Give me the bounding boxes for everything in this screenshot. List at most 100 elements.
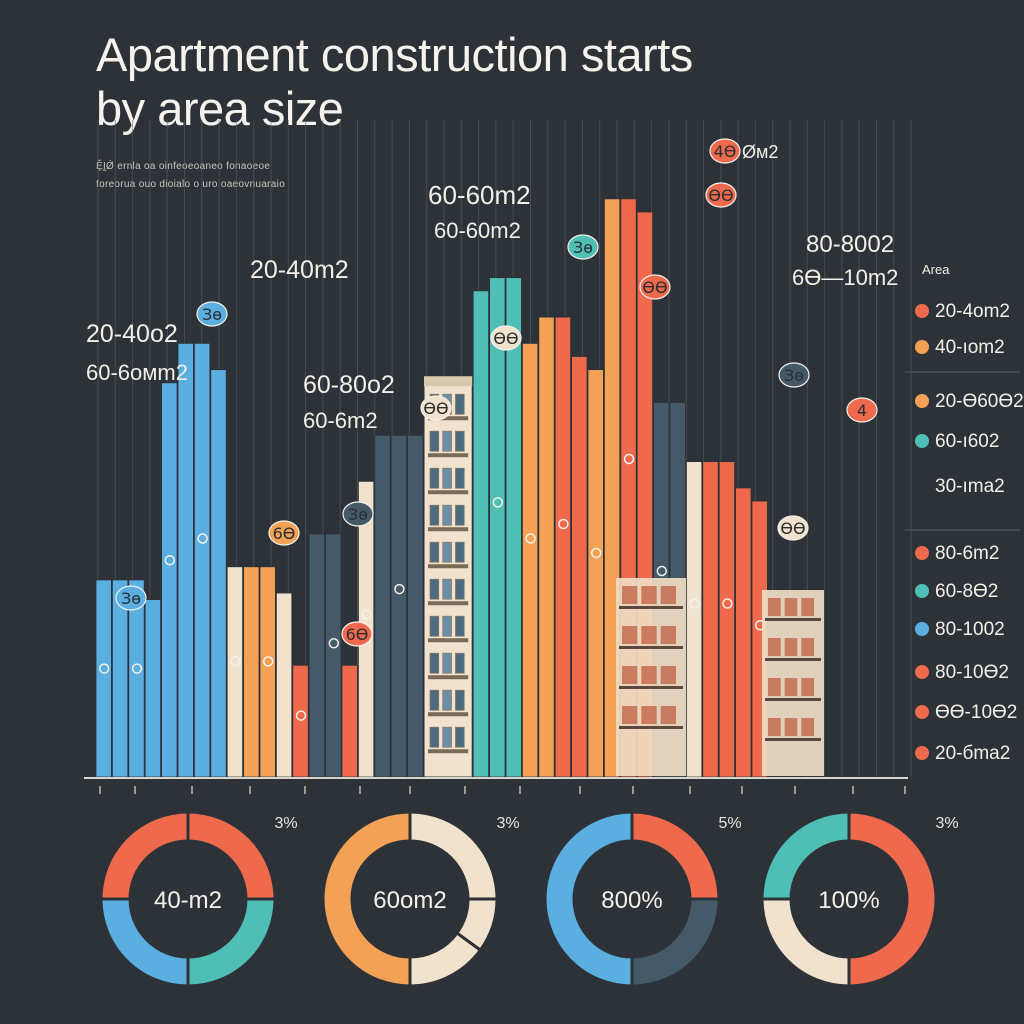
- value-badge-text: ӨӨ: [708, 186, 733, 205]
- annotation-60-60m2-bottom: 60-60m2: [434, 218, 521, 243]
- value-badge: Зө: [567, 234, 599, 260]
- bar: [308, 533, 326, 778]
- donut-percent-label: 3%: [274, 815, 297, 832]
- annotation-20-40m2: 20-40m2: [250, 256, 349, 284]
- legend-swatch: [915, 584, 929, 598]
- bar-marker: [525, 533, 536, 544]
- legend-item: 60-8Ө2: [915, 581, 998, 602]
- donut-charts: 40-m2 3% 60оm2 3% 800% 5% 100% 3%: [99, 810, 959, 988]
- legend-swatch: [915, 340, 929, 354]
- bar: [472, 290, 490, 778]
- value-badge: Зө: [196, 301, 228, 327]
- bar-building: [423, 375, 473, 778]
- legend-item: 20-Ө60Ө2: [915, 391, 1024, 412]
- bar: [407, 434, 424, 778]
- annotation-60-80: 60-80о2: [303, 371, 395, 399]
- value-badge: 6Ө: [341, 621, 373, 647]
- legend-item: 80-1002: [915, 619, 1005, 640]
- value-badge-text: Зө: [202, 305, 222, 324]
- legend-label: 40-ıоm2: [935, 337, 1005, 358]
- bar-marker: [623, 453, 635, 465]
- bar-marker: [590, 547, 602, 559]
- donut-slice: [321, 810, 412, 988]
- donut-slice: [760, 810, 851, 901]
- legend-swatch: [915, 546, 929, 560]
- value-badge-text: 4: [857, 401, 867, 420]
- bar: [259, 566, 276, 778]
- donut-percent-label: 5%: [718, 815, 741, 832]
- chart-title-line-1: Apartment construction starts: [96, 28, 693, 81]
- annotation-60-60m2-top: 60-60m2: [428, 180, 531, 210]
- value-badge-text: ӨӨ: [780, 519, 805, 538]
- value-badge-text: ӨӨ: [493, 329, 518, 348]
- legend-item: 80-6m2: [915, 543, 999, 564]
- value-badge: ӨӨ: [777, 515, 809, 541]
- legend-label: 80-10Ө2: [935, 662, 1009, 683]
- legend-swatch: [915, 434, 929, 448]
- bar: [735, 487, 752, 778]
- bar-marker: [131, 663, 143, 674]
- annotation-20-40-left: 20-40о2: [86, 320, 178, 348]
- donut-chart: 40-m2 3%: [99, 810, 298, 988]
- bar: [489, 277, 506, 778]
- value-badge-text: Зө: [121, 589, 141, 608]
- legend-label: ӨӨ-10Ө2: [935, 702, 1017, 723]
- bar: [390, 434, 408, 778]
- bar: [686, 461, 703, 778]
- value-badge-text: ӨӨ: [423, 399, 448, 418]
- bar: [374, 434, 391, 778]
- value-badge: ӨӨ: [705, 182, 737, 208]
- annotation-top-m2: Øм2: [742, 142, 778, 162]
- legend-item: 40-ıоm2: [915, 337, 1005, 358]
- bar: [571, 356, 588, 778]
- legend-swatch: [915, 394, 929, 408]
- legend-swatch: [915, 665, 929, 679]
- bar: [226, 566, 243, 778]
- bar-marker: [492, 497, 504, 508]
- bar-marker: [722, 598, 733, 609]
- value-badge-text: Зө: [573, 238, 593, 257]
- value-badge: ӨӨ: [420, 395, 452, 421]
- donut-slice: [543, 810, 634, 988]
- donut-chart: 60оm2 3%: [321, 810, 520, 988]
- bar-marker: [558, 518, 569, 530]
- legend-item: 60-ı602: [915, 431, 999, 452]
- value-badge: ӨӨ: [490, 325, 522, 351]
- donut-percent-label: 3%: [496, 815, 519, 832]
- bar-marker: [689, 598, 700, 609]
- legend-item: 30-ıma2: [935, 476, 1005, 497]
- donut-slice: [408, 810, 499, 901]
- value-badge-text: Зө: [348, 505, 368, 524]
- bar: [325, 533, 342, 778]
- legend-item: ӨӨ-10Ө2: [915, 702, 1017, 723]
- bar: [243, 566, 260, 778]
- value-badge: ӨӨ: [639, 274, 671, 300]
- bar: [210, 369, 227, 778]
- donut-slice: [847, 810, 938, 988]
- legend: 20-4оm2 40-ıоm2 20-Ө60Ө2 60-ı602 30-ıma2 80-6…: [905, 301, 1024, 764]
- building-overlay-orange: [616, 578, 686, 776]
- value-badge-text: Зө: [784, 366, 804, 385]
- legend-item: 80-10Ө2: [915, 662, 1009, 683]
- legend-label: 20-4оm2: [935, 301, 1010, 322]
- value-badge: Зө: [342, 501, 374, 527]
- bar: [538, 316, 555, 778]
- bar: [275, 592, 293, 778]
- bar-marker: [98, 663, 110, 674]
- donut-slice: [186, 810, 277, 901]
- donut-center-label: 60оm2: [373, 887, 446, 914]
- value-badge: 4: [846, 397, 878, 423]
- legend-swatch: [915, 705, 929, 719]
- bar: [161, 382, 178, 778]
- legend-label: 30-ıma2: [935, 476, 1005, 497]
- donut-slice: [99, 810, 190, 901]
- bar: [522, 342, 539, 778]
- x-axis-ticks: [99, 786, 906, 794]
- chart-subtitle-line-2: foreorua ouo dioialo o uro oaeovnuaraio: [96, 179, 286, 190]
- bar-marker: [656, 565, 668, 577]
- annotation-60-10m2: 6Ө—10m2: [792, 265, 898, 290]
- legend-label: 20-Ө60Ө2: [935, 391, 1024, 412]
- legend-swatch: [915, 746, 929, 760]
